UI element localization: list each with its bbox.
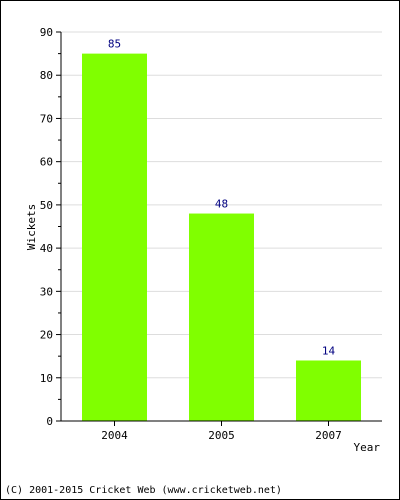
- y-tick-label: 10: [40, 372, 53, 385]
- y-tick-label: 40: [40, 242, 53, 255]
- bar: [82, 53, 147, 421]
- y-axis: 0 10 20 30 40 50 60 70 80 90: [40, 26, 62, 428]
- x-axis: 2004 2005 2007: [61, 420, 382, 442]
- bar: [296, 360, 361, 421]
- y-tick-label: 90: [40, 26, 53, 39]
- bar: [189, 213, 254, 421]
- y-tick-label: 50: [40, 199, 53, 212]
- x-tick-label: 2007: [315, 429, 342, 442]
- data-label: 14: [322, 344, 336, 357]
- y-tick-label: 30: [40, 285, 53, 298]
- data-label: 48: [215, 198, 228, 211]
- x-tick-label: 2004: [101, 429, 128, 442]
- copyright-text: (C) 2001-2015 Cricket Web (www.cricketwe…: [5, 485, 282, 496]
- x-tick-label: 2005: [208, 429, 235, 442]
- y-tick-label: 0: [46, 415, 53, 428]
- y-tick-label: 60: [40, 156, 53, 169]
- y-tick-label: 80: [40, 69, 53, 82]
- x-axis-title: Year: [354, 441, 381, 454]
- data-label: 85: [108, 38, 121, 51]
- y-tick-label: 20: [40, 329, 53, 342]
- bars: 85 48 14: [82, 38, 361, 421]
- y-axis-title: Wickets: [25, 204, 38, 250]
- y-tick-label: 70: [40, 112, 53, 125]
